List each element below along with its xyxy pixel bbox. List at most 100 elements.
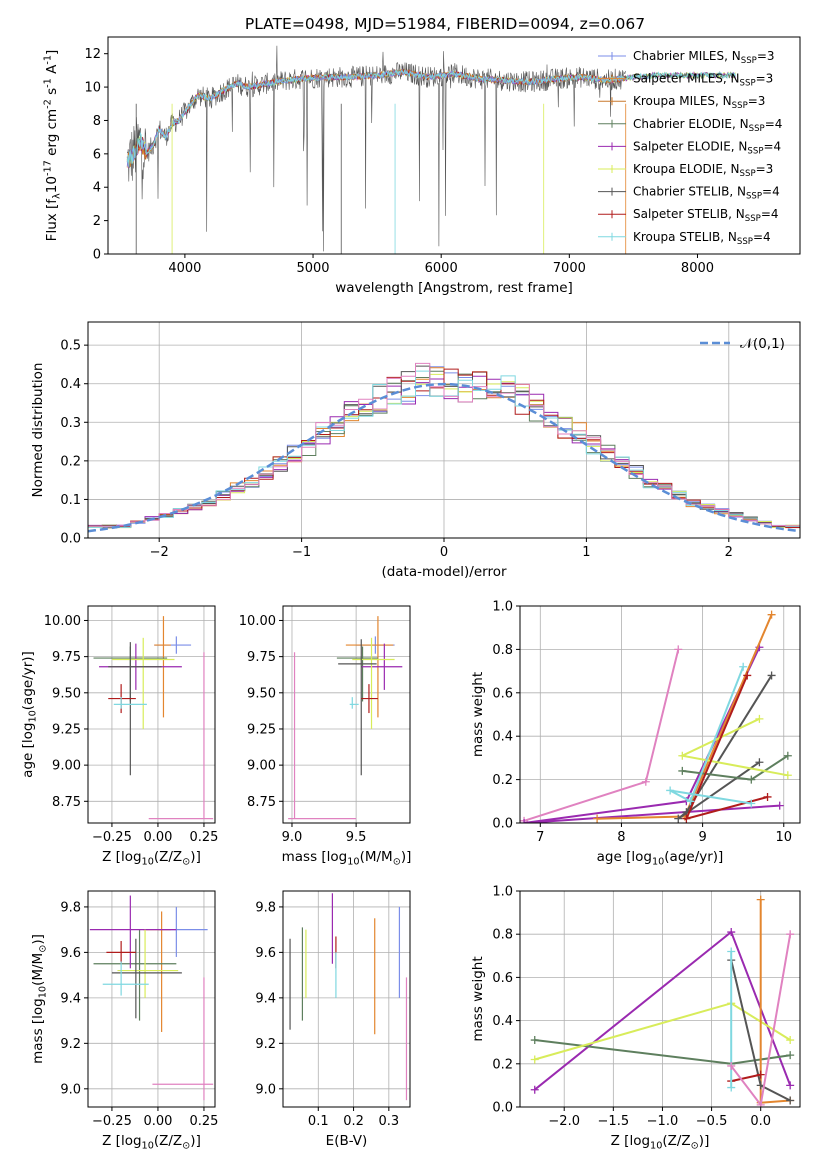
data-marker	[786, 1051, 795, 1060]
spectrum-line	[126, 68, 626, 167]
y-tick-label: 9.25	[247, 722, 276, 737]
x-tick-label: −1	[292, 545, 311, 560]
data-marker	[727, 1061, 736, 1070]
legend-label: 𝒩(0,1)	[740, 336, 785, 352]
data-marker	[530, 1036, 539, 1045]
x-tick-label: 6000	[425, 261, 458, 276]
y-tick-label: 9.4	[255, 991, 276, 1006]
y-axis-label: mass [log10(M/M⊙)]	[30, 934, 48, 1064]
y-tick-label: 0.2	[492, 1057, 513, 1072]
axes-frame	[107, 36, 801, 255]
x-axis-label: Z [log10(Z/Z⊙)]	[611, 1133, 710, 1151]
x-tick-label: 7000	[553, 261, 586, 276]
data-marker	[767, 671, 776, 680]
x-tick-label: 10	[775, 830, 792, 845]
x-tick-label: 0.0	[750, 1114, 771, 1129]
data-marker	[756, 1100, 765, 1107]
panel-5: −0.25 0.00 0.25 9.0 9.2 9.4 9.6 9.8 Z [log10(Z/Z…	[30, 890, 218, 1151]
axes-frame	[87, 890, 216, 1108]
legend-label: Chabrier ELODIE, NSSP=4	[633, 117, 782, 134]
data-marker	[727, 1083, 736, 1092]
data-marker	[783, 771, 792, 780]
data-marker	[775, 801, 784, 810]
y-tick-label: 0	[93, 248, 101, 263]
data-marker	[756, 895, 765, 904]
y-tick-label: 9.50	[52, 686, 81, 701]
data-marker	[755, 714, 764, 723]
x-tick-label: −0.25	[92, 1114, 132, 1129]
data-marker	[674, 814, 683, 823]
data-marker	[747, 775, 756, 784]
mass-weight-line	[523, 646, 780, 823]
x-tick-label: 8	[617, 830, 625, 845]
plot-area	[288, 616, 403, 820]
x-tick-label: 1	[582, 545, 590, 560]
x-tick-label: −1.0	[647, 1114, 679, 1129]
y-tick-label: 1.0	[492, 885, 513, 900]
data-marker	[682, 814, 691, 823]
x-tick-label: 0	[440, 545, 448, 560]
axes-frame	[87, 605, 216, 824]
axes-frame	[519, 605, 801, 824]
data-marker	[739, 662, 748, 671]
data-marker	[786, 1081, 795, 1090]
x-tick-label: 9.5	[346, 830, 367, 845]
y-tick-label: 0.6	[492, 971, 513, 986]
y-tick-label: 9.6	[255, 946, 276, 961]
y-tick-label: 4	[93, 181, 101, 196]
plot-area	[88, 362, 800, 533]
data-marker	[747, 799, 756, 808]
panel-1: 𝒩(0,1) −2 −1 0 1 2 0.0 0.1 0.2 0.3 0.4 0.5 (data-mod…	[30, 321, 801, 580]
legend-label: Salpeter STELIB, NSSP=4	[633, 207, 779, 224]
data-marker	[727, 928, 736, 937]
x-tick-label: −1.5	[598, 1114, 630, 1129]
y-tick-label: 9.2	[60, 1037, 81, 1052]
panel-7: −2.0 −1.5 −1.0 −0.5 0.0 0.0 0.2 0.4 0.6 0.8 1.0 Z […	[470, 885, 801, 1151]
data-marker	[520, 819, 529, 823]
data-marker	[786, 1036, 795, 1045]
legend-label: Kroupa ELODIE, NSSP=3	[633, 162, 773, 179]
y-tick-label: 0.4	[60, 377, 81, 392]
x-axis-label: Z [log10(Z/Z⊙)]	[102, 849, 201, 867]
x-tick-label: 0.25	[189, 830, 218, 845]
y-tick-label: 9.50	[247, 686, 276, 701]
y-axis-label: mass weight	[470, 956, 486, 1041]
data-marker	[783, 751, 792, 760]
x-tick-label: 2	[725, 545, 733, 560]
panel-3: 9.0 9.5 8.75 9.00 9.25 9.50 9.75 10.00 mass [log…	[239, 605, 411, 867]
x-tick-label: 0.00	[143, 1114, 172, 1129]
data-marker	[755, 758, 764, 767]
axes-frame	[282, 890, 411, 1108]
mass-weight-line	[677, 674, 773, 820]
x-axis-label: Z [log10(Z/Z⊙)]	[102, 1133, 201, 1151]
y-tick-label: 0.0	[492, 817, 513, 832]
y-tick-label: 0.8	[492, 643, 513, 658]
x-tick-label: 0.3	[378, 1114, 399, 1129]
y-tick-label: 0.4	[492, 730, 513, 745]
spectrum-line	[126, 69, 736, 167]
y-tick-label: 0.2	[60, 454, 81, 469]
panel-2: −0.25 0.00 0.25 8.75 9.00 9.25 9.50 9.75 10.00 Z …	[20, 605, 218, 867]
y-tick-label: 0.4	[492, 1014, 513, 1029]
legend-label: Kroupa STELIB, NSSP=4	[633, 230, 771, 247]
x-tick-label: 4000	[168, 261, 201, 276]
spectrum-line	[126, 68, 626, 167]
data-marker	[678, 751, 687, 760]
data-marker	[743, 671, 752, 680]
data-marker	[767, 610, 776, 619]
x-axis-label: age [log10(age/yr)]	[597, 849, 724, 867]
data-marker	[678, 766, 687, 775]
x-tick-label: −0.25	[92, 830, 132, 845]
x-tick-label: 0.2	[343, 1114, 364, 1129]
data-marker	[674, 645, 683, 654]
y-tick-label: 9.75	[52, 650, 81, 665]
x-axis-label: E(B-V)	[326, 1133, 368, 1149]
y-tick-label: 0.5	[60, 339, 81, 354]
y-tick-label: 0.1	[60, 493, 81, 508]
data-marker	[530, 1055, 539, 1064]
x-tick-label: −2.0	[548, 1114, 580, 1129]
y-tick-label: 9.8	[60, 900, 81, 915]
panel-4: 7 8 9 10 0.0 0.2 0.4 0.6 0.8 1.0 age [log10(age/yr…	[470, 600, 801, 867]
data-marker	[641, 777, 650, 786]
y-tick-label: 8	[93, 114, 101, 129]
